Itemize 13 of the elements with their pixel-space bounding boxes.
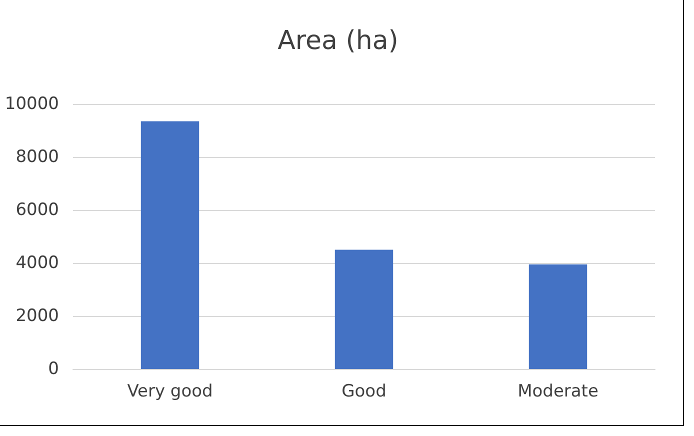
y-tick-label: 2000	[16, 306, 59, 326]
bar	[334, 250, 394, 369]
chart-title: Area (ha)	[278, 26, 398, 56]
y-tick-label: 4000	[16, 253, 59, 273]
y-tick-label: 10000	[4, 94, 59, 114]
bar	[528, 264, 588, 369]
y-tick-label: 6000	[16, 200, 59, 220]
y-tick-label: 0	[48, 359, 59, 379]
y-tick-label: 8000	[16, 147, 59, 167]
x-tick-label: Moderate	[518, 382, 598, 402]
x-tick-label: Good	[342, 382, 386, 402]
bar	[140, 121, 200, 369]
x-tick-label: Very good	[127, 382, 213, 402]
